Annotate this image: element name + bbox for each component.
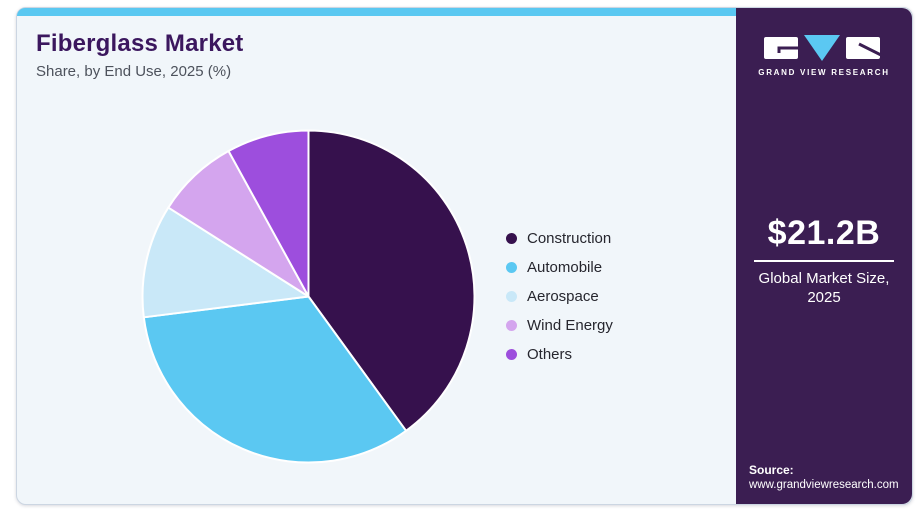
legend-swatch-automobile xyxy=(506,261,517,273)
pie-slice-construction xyxy=(307,129,476,432)
legend-item-automobile: Automobile xyxy=(506,257,613,277)
pie-slice-automobile xyxy=(142,295,408,464)
pie-chart xyxy=(141,129,476,464)
source-url: www.grandviewresearch.com xyxy=(749,479,899,491)
legend-item-wind-energy: Wind Energy xyxy=(506,315,613,335)
title-block: Fiberglass Market Share, by End Use, 202… xyxy=(36,30,243,80)
gvr-logo: GRAND VIEW RESEARCH xyxy=(736,30,912,77)
market-size-block: $21.2B Global Market Size, 2025 xyxy=(736,214,912,307)
pie-slice-others xyxy=(227,129,310,298)
report-card: Fiberglass Market Share, by End Use, 202… xyxy=(16,7,913,505)
page-subtitle: Share, by End Use, 2025 (%) xyxy=(36,63,232,80)
legend-swatch-others xyxy=(506,348,517,360)
pie-slice-aerospace xyxy=(141,206,310,319)
chart-legend: Construction Automobile Aerospace Wind E… xyxy=(506,228,613,373)
legend-swatch-construction xyxy=(506,232,517,244)
legend-swatch-aerospace xyxy=(506,290,517,302)
legend-label-aerospace: Aerospace xyxy=(527,287,599,305)
source-block: Source: www.grandviewresearch.com xyxy=(749,463,899,491)
gvr-logo-icon xyxy=(764,35,886,61)
top-accent-bar xyxy=(17,8,738,16)
page-title: Fiberglass Market xyxy=(36,30,244,57)
legend-label-others: Others xyxy=(527,345,573,363)
legend-label-automobile: Automobile xyxy=(527,258,603,276)
market-size-label: Global Market Size, 2025 xyxy=(758,270,890,306)
brand-sidebar: GRAND VIEW RESEARCH $21.2B Global Market… xyxy=(736,8,912,504)
legend-label-construction: Construction xyxy=(527,229,612,247)
brand-name: GRAND VIEW RESEARCH xyxy=(758,68,890,77)
source-label: Source: xyxy=(749,463,794,477)
market-size-divider xyxy=(754,260,894,262)
market-size-value: $21.2B xyxy=(767,214,881,252)
legend-item-aerospace: Aerospace xyxy=(506,286,613,306)
chart-panel: Fiberglass Market Share, by End Use, 202… xyxy=(17,8,738,506)
legend-item-others: Others xyxy=(506,344,613,364)
legend-label-wind-energy: Wind Energy xyxy=(527,316,613,334)
legend-swatch-wind-energy xyxy=(506,319,517,331)
legend-item-construction: Construction xyxy=(506,228,613,248)
